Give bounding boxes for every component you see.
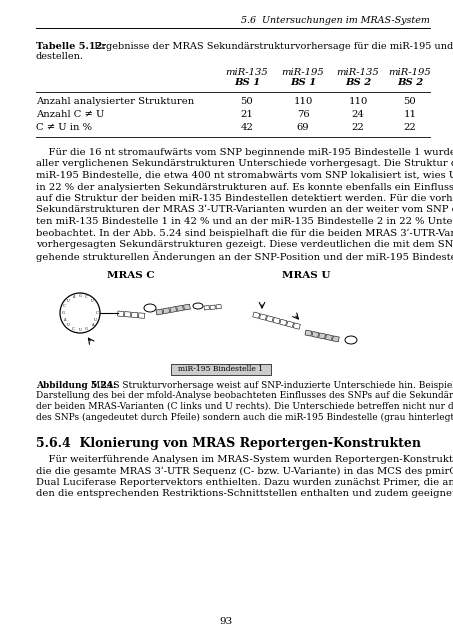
Text: Anzahl analysierter Strukturen: Anzahl analysierter Strukturen: [36, 97, 194, 106]
Text: miR-135: miR-135: [226, 68, 268, 77]
Text: 76: 76: [297, 110, 309, 119]
Text: Abbildung 5.24:: Abbildung 5.24:: [36, 381, 116, 390]
Text: 24: 24: [352, 110, 364, 119]
Text: miR-195: miR-195: [282, 68, 324, 77]
Text: die die gesamte MRAS 3ʹ-UTR Sequenz (C- bzw. U-Variante) in das MCS des pmirGLO: die die gesamte MRAS 3ʹ-UTR Sequenz (C- …: [36, 467, 453, 476]
Text: BS 2: BS 2: [345, 78, 371, 87]
Polygon shape: [183, 304, 190, 310]
Polygon shape: [333, 336, 339, 342]
Text: G: G: [78, 294, 82, 298]
Text: Für weiterführende Analysen im MRAS-System wurden Reportergen-Konstrukte generie: Für weiterführende Analysen im MRAS-Syst…: [36, 455, 453, 464]
Text: C: C: [63, 305, 66, 308]
Text: vorhergesagten Sekundärstrukturen gezeigt. Diese verdeutlichen die mit dem SNP e: vorhergesagten Sekundärstrukturen gezeig…: [36, 240, 453, 249]
Text: in 22 % der analysierten Sekundärstrukturen auf. Es konnte ebenfalls ein Einflus: in 22 % der analysierten Sekundärstruktu…: [36, 182, 453, 191]
Text: 50: 50: [241, 97, 253, 106]
Text: 42: 42: [241, 123, 253, 132]
Text: 21: 21: [241, 110, 253, 119]
Text: aller verglichenen Sekundärstrukturen Unterschiede vorhergesagt. Die Struktur de: aller verglichenen Sekundärstrukturen Un…: [36, 159, 453, 168]
Text: ten miR-135 Bindestelle 1 in 42 % und an der miR-135 Bindestelle 2 in 22 % Unter: ten miR-135 Bindestelle 1 in 42 % und an…: [36, 217, 453, 226]
Text: MRAS Strukturvorhersage weist auf SNP-induzierte Unterschiede hin. Beispielhafte: MRAS Strukturvorhersage weist auf SNP-in…: [88, 381, 453, 390]
Text: A: A: [63, 317, 66, 321]
Text: miR-135: miR-135: [337, 68, 379, 77]
Text: Tabelle 5.12:: Tabelle 5.12:: [36, 42, 106, 51]
Text: Sekundärstrukturen der MRAS 3ʹ-UTR-Varianten wurden an der weiter vom SNP entfer: Sekundärstrukturen der MRAS 3ʹ-UTR-Varia…: [36, 205, 453, 214]
Polygon shape: [170, 307, 177, 312]
Text: 93: 93: [220, 617, 233, 626]
Text: MRAS C: MRAS C: [107, 271, 155, 280]
Polygon shape: [156, 309, 163, 315]
Text: G: G: [85, 326, 88, 331]
Text: 110: 110: [348, 97, 368, 106]
Text: 50: 50: [404, 97, 416, 106]
Text: U: U: [67, 323, 69, 327]
Text: U: U: [78, 328, 82, 332]
Text: A: A: [91, 323, 93, 327]
Text: Ergebnisse der MRAS Sekundärstrukturvorhersage für die miR-195 und miR-135 Bin-: Ergebnisse der MRAS Sekundärstrukturvorh…: [91, 42, 453, 51]
Text: Darstellung des bei der mfold-Analyse beobachteten Einflusses des SNPs auf die S: Darstellung des bei der mfold-Analyse be…: [36, 392, 453, 401]
Text: miR-195: miR-195: [389, 68, 431, 77]
Text: G: G: [62, 311, 64, 315]
Text: 5.6  Untersuchungen im MRAS-System: 5.6 Untersuchungen im MRAS-System: [241, 16, 430, 25]
Text: C: C: [85, 295, 88, 300]
Text: C ≠ U in %: C ≠ U in %: [36, 123, 92, 132]
Text: miR-195 Bindestelle, die etwa 400 nt stromabwärts vom SNP lokalisiert ist, wies : miR-195 Bindestelle, die etwa 400 nt str…: [36, 171, 453, 180]
Polygon shape: [163, 308, 170, 314]
Polygon shape: [177, 305, 183, 311]
Text: U: U: [91, 299, 93, 303]
Text: auf die Struktur der beiden miR-135 Bindestellen detektiert werden. Für die vorh: auf die Struktur der beiden miR-135 Bind…: [36, 194, 453, 203]
Text: gehende strukturellen Änderungen an der SNP-Position und der miR-195 Bindestelle: gehende strukturellen Änderungen an der …: [36, 252, 453, 262]
Text: 69: 69: [297, 123, 309, 132]
Polygon shape: [305, 330, 312, 336]
FancyBboxPatch shape: [171, 364, 271, 375]
Text: MRAS U: MRAS U: [282, 271, 330, 280]
Text: A: A: [72, 295, 75, 300]
Polygon shape: [326, 334, 333, 340]
Text: 5.6.4  Klonierung von MRAS Reportergen-Konstrukten: 5.6.4 Klonierung von MRAS Reportergen-Ko…: [36, 437, 421, 450]
Text: Anzahl C ≠ U: Anzahl C ≠ U: [36, 110, 104, 119]
Text: 22: 22: [404, 123, 416, 132]
Text: Für die 16 nt stromaufwärts vom SNP beginnende miR-195 Bindestelle 1 wurden in 6: Für die 16 nt stromaufwärts vom SNP begi…: [36, 148, 453, 157]
Text: BS 2: BS 2: [397, 78, 423, 87]
Text: U: U: [67, 299, 69, 303]
Text: der beiden MRAS-Varianten (C links und U rechts). Die Unterschiede betreffen nic: der beiden MRAS-Varianten (C links und U…: [36, 402, 453, 411]
Text: beobachtet. In der Abb. 5.24 sind beispielhaft die für die beiden MRAS 3ʹ-UTR-Va: beobachtet. In der Abb. 5.24 sind beispi…: [36, 228, 453, 238]
Text: BS 1: BS 1: [290, 78, 316, 87]
Polygon shape: [312, 332, 319, 337]
Text: C: C: [72, 326, 75, 331]
Text: BS 1: BS 1: [234, 78, 260, 87]
Text: destellen.: destellen.: [36, 52, 84, 61]
Text: 110: 110: [293, 97, 313, 106]
Text: 22: 22: [352, 123, 364, 132]
Text: des SNPs (angedeutet durch Pfeile) sondern auch die miR-195 Bindestelle (grau hi: des SNPs (angedeutet durch Pfeile) sonde…: [36, 413, 453, 422]
Text: miR-195 Bindestelle 1: miR-195 Bindestelle 1: [178, 365, 264, 373]
Text: C: C: [96, 311, 98, 315]
Text: Dual Luciferase Reportervektors enthielten. Dazu wurden zunächst Primer, die an : Dual Luciferase Reportervektors enthielt…: [36, 478, 453, 487]
Text: U: U: [94, 317, 97, 321]
Text: 11: 11: [404, 110, 416, 119]
Text: den die entsprechenden Restriktions-Schnittstellen enthalten und zudem geeignet : den die entsprechenden Restriktions-Schn…: [36, 490, 453, 499]
Polygon shape: [318, 333, 326, 339]
